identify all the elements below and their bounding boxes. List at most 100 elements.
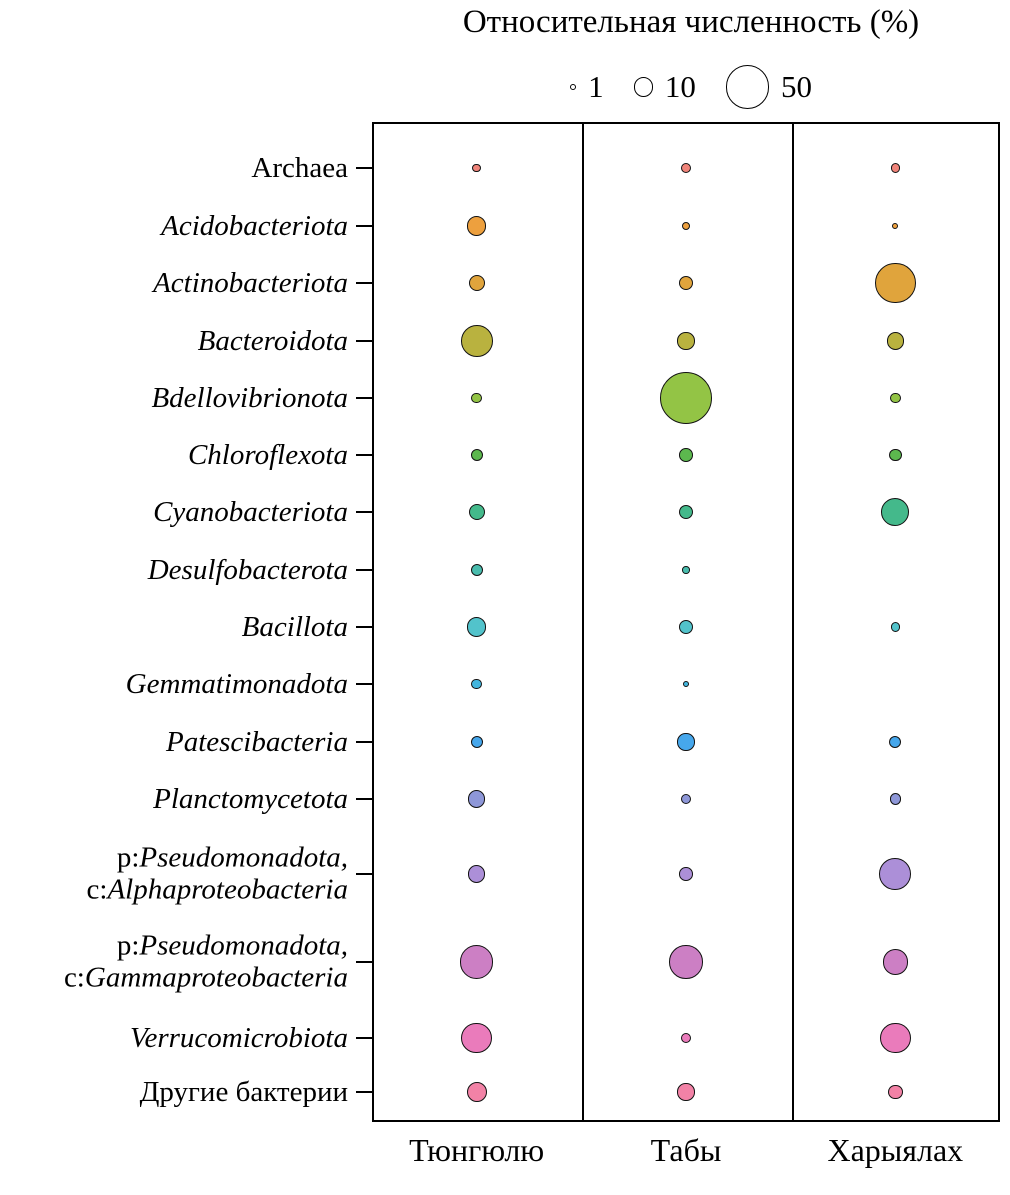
legend-item: 1 — [570, 69, 604, 105]
row-label: Bacteroidota — [0, 325, 348, 357]
row-label-text: Bdellovibrionota — [151, 381, 348, 414]
row-tick — [356, 626, 372, 628]
legend-size-circle — [633, 77, 653, 97]
abundance-bubble — [669, 945, 703, 979]
row-label-text: Chloroflexota — [187, 438, 348, 471]
row-label-text: Desulfobacterota — [147, 553, 348, 586]
abundance-bubble — [470, 735, 483, 749]
column-divider — [791, 124, 794, 1120]
abundance-bubble — [470, 448, 483, 462]
row-tick — [356, 340, 372, 342]
row-label-text: p: — [116, 929, 140, 962]
column-label: Тюнгюлю — [409, 1132, 545, 1168]
legend-size-value: 10 — [664, 69, 696, 104]
row-tick — [356, 798, 372, 800]
abundance-bubble — [680, 162, 692, 174]
row-label: Actinobacteriota — [0, 267, 348, 299]
row-label-text: Pseudomonadota, — [139, 841, 348, 874]
row-tick — [356, 1037, 372, 1039]
row-tick — [356, 741, 372, 743]
size-legend: 1 10 50 — [372, 62, 1010, 112]
row-tick — [356, 511, 372, 513]
row-label-text: Cyanobacteriota — [153, 495, 348, 528]
row-label: Acidobacteriota — [0, 210, 348, 242]
row-label-text: Planctomycetota — [153, 782, 348, 815]
abundance-bubble — [677, 332, 695, 350]
row-label-text: c: — [63, 962, 85, 994]
row-tick — [356, 454, 372, 456]
abundance-bubble — [679, 867, 693, 881]
abundance-bubble — [460, 325, 493, 357]
abundance-bubble — [468, 503, 485, 521]
row-tick — [356, 167, 372, 169]
row-tick — [356, 961, 372, 963]
abundance-bubble — [678, 504, 694, 520]
abundance-bubble — [461, 1022, 492, 1054]
row-label-text: Другие бактерии — [139, 1075, 348, 1108]
abundance-bubble — [468, 274, 485, 292]
abundance-bubble — [889, 793, 902, 805]
abundance-bubble — [888, 448, 902, 462]
abundance-bubble — [890, 392, 901, 404]
abundance-bubble — [680, 793, 692, 805]
abundance-bubble — [467, 617, 487, 637]
row-label-text: Gammaproteobacteria — [84, 962, 348, 994]
abundance-bubble — [677, 733, 695, 751]
abundance-bubble — [466, 1081, 487, 1103]
abundance-bubble — [677, 1083, 695, 1101]
row-label: Другие бактерии — [0, 1076, 348, 1108]
row-label-text: Alphaproteobacteria — [107, 874, 348, 906]
row-label: Cyanobacteriota — [0, 496, 348, 528]
legend-item: 50 — [725, 65, 812, 109]
column-divider — [582, 124, 585, 1120]
abundance-bubble — [471, 678, 482, 690]
abundance-bubble — [682, 566, 690, 574]
abundance-bubble — [468, 790, 486, 808]
abundance-bubble — [678, 619, 694, 635]
column-label: Табы — [650, 1132, 722, 1168]
abundance-bubble — [874, 262, 916, 304]
abundance-bubble — [459, 945, 494, 979]
row-label-text: Bacteroidota — [197, 324, 348, 357]
legend-size-circle — [725, 65, 769, 109]
row-label: Bdellovibrionota — [0, 382, 348, 414]
row-tick — [356, 1091, 372, 1093]
row-label: Planctomycetota — [0, 783, 348, 815]
row-tick — [356, 873, 372, 875]
abundance-bubble — [678, 275, 694, 291]
row-label-text: Gemmatimonadota — [125, 667, 348, 700]
abundance-bubble — [471, 392, 482, 404]
row-label-text: Actinobacteriota — [153, 266, 348, 299]
row-label: p:Pseudomonadota, c:Alphaproteobacteria — [0, 841, 349, 907]
chart-title: Относительная численность (%) — [462, 4, 920, 40]
row-label-text: Acidobacteriota — [161, 209, 348, 242]
row-label-text: c: — [86, 874, 108, 906]
row-tick — [356, 225, 372, 227]
row-tick — [356, 282, 372, 284]
legend-size-circle — [570, 83, 577, 91]
row-label: Patescibacteria — [0, 726, 348, 758]
row-tick — [356, 569, 372, 571]
abundance-bubble — [682, 680, 690, 688]
abundance-bubble — [890, 163, 901, 173]
abundance-bubble — [881, 498, 910, 526]
abundance-bubble — [890, 622, 901, 632]
row-label-text: p: — [116, 841, 140, 874]
row-label-text: Verrucomicrobiota — [129, 1021, 348, 1054]
row-label-text: Archaea — [251, 151, 348, 184]
row-label: Bacillota — [0, 611, 348, 643]
legend-size-value: 50 — [781, 69, 812, 104]
abundance-bubble — [680, 1032, 692, 1044]
abundance-bubble — [892, 222, 899, 230]
row-label: Chloroflexota — [0, 439, 348, 471]
row-label-text: Patescibacteria — [165, 725, 348, 758]
row-label-text: Bacillota — [241, 610, 348, 643]
abundance-bubble — [681, 221, 691, 231]
abundance-bubble — [679, 448, 693, 462]
abundance-bubble — [887, 1084, 903, 1100]
row-label: p:Pseudomonadota, c:Gammaproteobacteria — [0, 930, 348, 995]
abundance-bubble — [659, 371, 713, 425]
row-label-text: Pseudomonadota, — [139, 929, 348, 962]
row-label: Verrucomicrobiota — [0, 1022, 348, 1054]
